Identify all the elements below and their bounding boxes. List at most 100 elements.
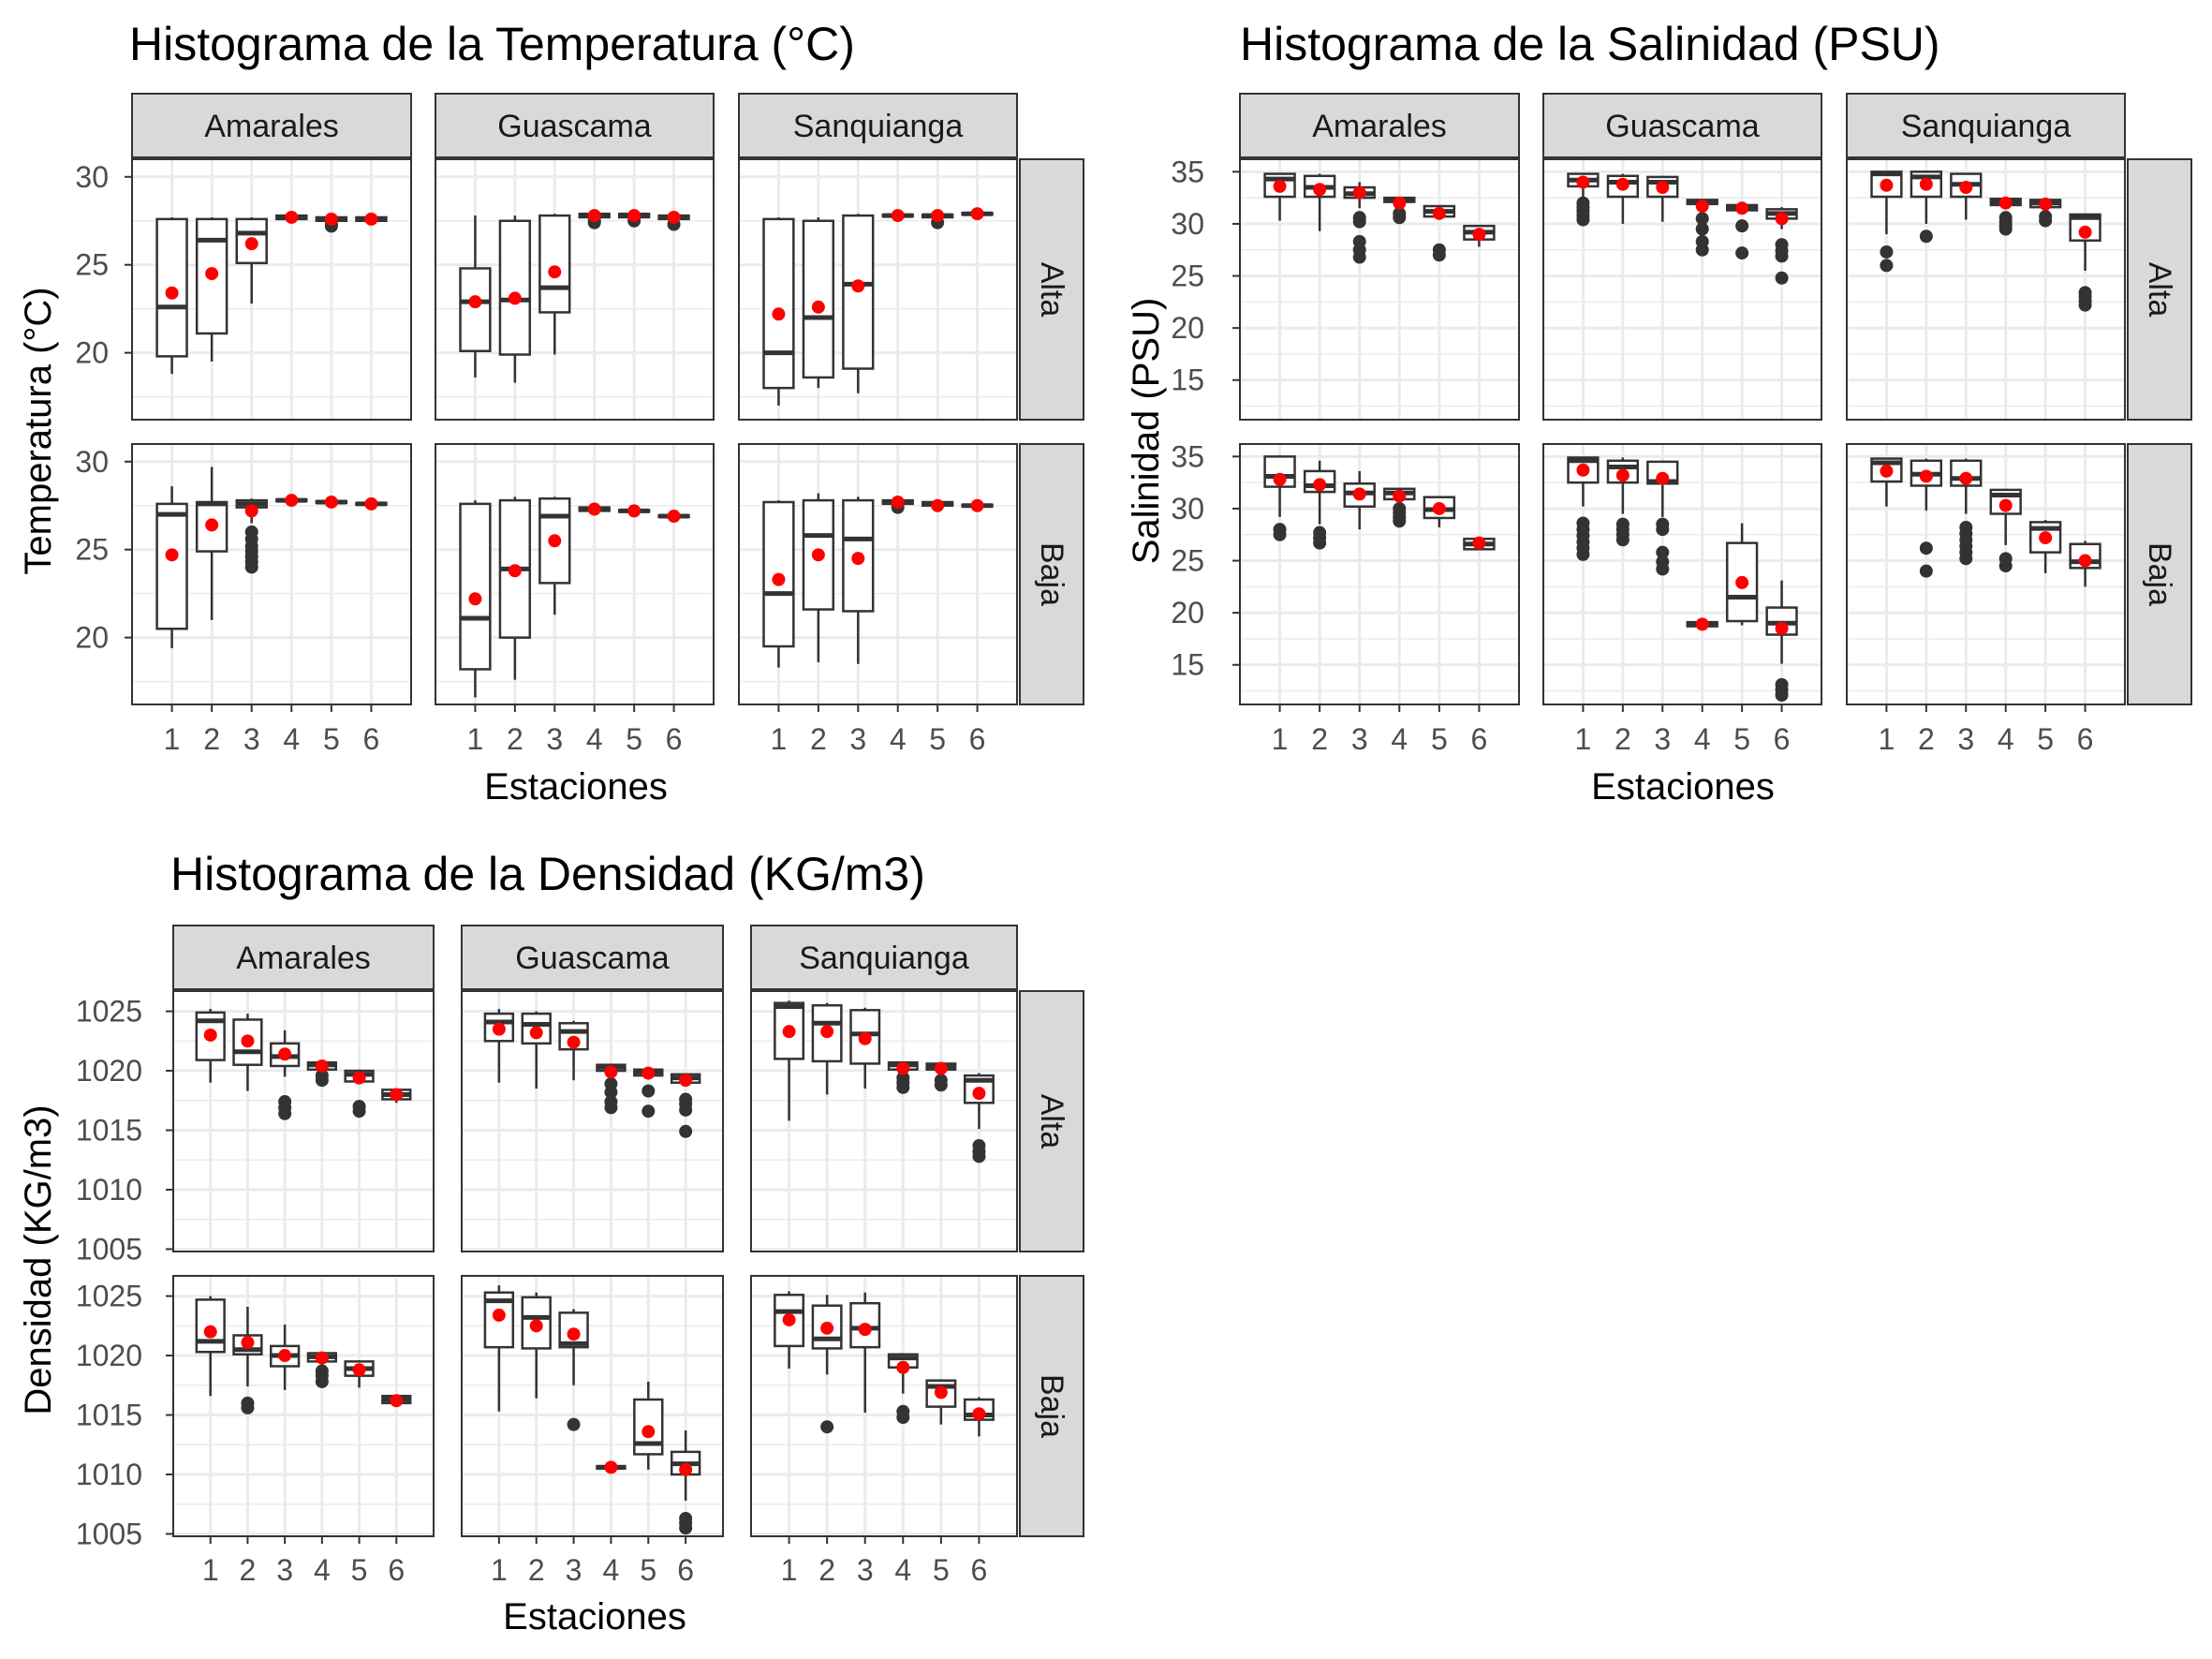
y-tick-label: 25 — [75, 248, 109, 282]
mean-point — [1352, 487, 1366, 501]
panel-border — [1239, 443, 1520, 705]
outlier-point — [1959, 520, 1973, 534]
panel-amarales-alta — [172, 990, 435, 1252]
y-tick-label: 20 — [75, 336, 109, 370]
mean-point — [931, 498, 945, 512]
strip-top-sanquianga — [738, 93, 1018, 158]
outlier-point — [896, 1071, 910, 1085]
panel-border — [172, 1275, 435, 1537]
mean-point — [820, 1025, 834, 1039]
mean-point — [811, 548, 825, 562]
box — [774, 1001, 805, 1060]
x-tick-label: 1 — [1272, 722, 1289, 756]
boxplot-station-2 — [521, 1011, 552, 1089]
x-axis-title: Estaciones — [484, 766, 668, 807]
outlier-point — [2078, 286, 2092, 300]
outlier-point — [241, 1396, 255, 1410]
mean-point — [772, 572, 786, 586]
panel-background — [1543, 444, 1821, 704]
boxplot-station-2 — [811, 1002, 843, 1095]
boxplot-station-1 — [483, 1285, 515, 1412]
boxplot-station-5 — [2028, 197, 2062, 228]
strip-label: Amarales — [1312, 109, 1447, 144]
x-tick-label: 1 — [1879, 722, 1895, 756]
outlier-point — [1656, 545, 1670, 559]
strip-label: Baja — [1034, 1374, 1069, 1438]
boxplot-station-5 — [344, 1069, 375, 1118]
strip-top-amarales — [1239, 93, 1520, 158]
y-tick-label: 1010 — [76, 1173, 142, 1207]
mean-point — [508, 564, 522, 578]
panel-guascama-alta — [1542, 158, 1822, 421]
mean-point — [891, 495, 905, 509]
boxplot-station-2 — [498, 496, 532, 680]
y-axis-title: Temperatura (°C) — [18, 287, 59, 574]
panel-guascama-baja — [435, 443, 715, 705]
boxplot-station-4 — [578, 502, 611, 516]
mean-point — [1393, 489, 1407, 503]
boxplot-station-1 — [195, 1296, 226, 1397]
boxplot-station-1 — [459, 500, 492, 698]
boxplot-station-5 — [633, 1381, 664, 1470]
mean-point — [390, 1088, 404, 1102]
x-tick-label: 6 — [1471, 722, 1488, 756]
y-tick-label: 15 — [1171, 363, 1204, 397]
x-tick-label: 2 — [203, 722, 220, 756]
panel-guascama-baja — [461, 1275, 724, 1537]
outlier-point — [1656, 555, 1670, 569]
x-tick-label: 6 — [388, 1553, 405, 1587]
outlier-point — [1615, 517, 1630, 531]
mean-point — [548, 534, 562, 548]
mean-point — [1775, 621, 1789, 635]
x-tick-label: 3 — [1351, 722, 1368, 756]
x-tick-label: 1 — [202, 1553, 219, 1587]
x-tick-label: 2 — [1615, 722, 1631, 756]
mean-point — [244, 237, 258, 251]
outlier-point — [315, 1069, 329, 1083]
outlier-point — [1656, 517, 1670, 531]
boxplot-station-1 — [483, 1009, 515, 1083]
boxplot-station-6 — [1765, 580, 1798, 702]
boxplot-station-2 — [195, 467, 229, 620]
mean-point — [468, 592, 482, 606]
boxplot-station-3 — [538, 496, 571, 615]
boxplot-station-3 — [558, 1020, 589, 1081]
mean-point — [667, 510, 681, 524]
outlier-point — [896, 1404, 910, 1418]
boxplot-station-6 — [670, 1073, 701, 1138]
mean-point — [165, 286, 179, 300]
mean-point — [896, 1061, 910, 1075]
mean-point — [891, 209, 905, 223]
mean-point — [667, 210, 681, 224]
boxplot-station-1 — [459, 215, 492, 378]
chart-salinidad: Histograma de la Salinidad (PSU) Salinid… — [1126, 18, 2192, 807]
y-axis-title: Salinidad (PSU) — [1126, 298, 1167, 565]
mean-point — [931, 209, 945, 223]
mean-point — [1313, 478, 1327, 492]
x-tick-label: 5 — [933, 1553, 950, 1587]
mean-point — [896, 1360, 910, 1374]
x-tick-label: 1 — [771, 722, 788, 756]
panel-border — [750, 1275, 1018, 1537]
y-tick-label: 20 — [75, 621, 109, 655]
x-axis-title: Estaciones — [503, 1596, 686, 1637]
boxplot-station-3 — [235, 498, 268, 574]
panel-border — [172, 990, 435, 1252]
mean-point — [241, 1034, 255, 1048]
mean-point — [772, 307, 786, 321]
mean-point — [315, 1059, 329, 1073]
panel-amarales-baja — [172, 1275, 435, 1537]
mean-point — [1919, 177, 1933, 191]
mean-point — [604, 1460, 618, 1474]
x-tick-label: 6 — [677, 1553, 694, 1587]
x-tick-label: 2 — [507, 722, 524, 756]
panel-border — [1846, 443, 2126, 705]
y-tick-label: 20 — [1171, 596, 1204, 630]
mean-point — [508, 291, 522, 305]
x-tick-label: 5 — [929, 722, 946, 756]
x-tick-label: 4 — [283, 722, 300, 756]
panel-guascama-alta — [435, 158, 715, 421]
mean-point — [1273, 179, 1287, 193]
strip-label: Alta — [1034, 262, 1069, 318]
chart-title: Histograma de la Densidad (KG/m3) — [170, 848, 925, 900]
